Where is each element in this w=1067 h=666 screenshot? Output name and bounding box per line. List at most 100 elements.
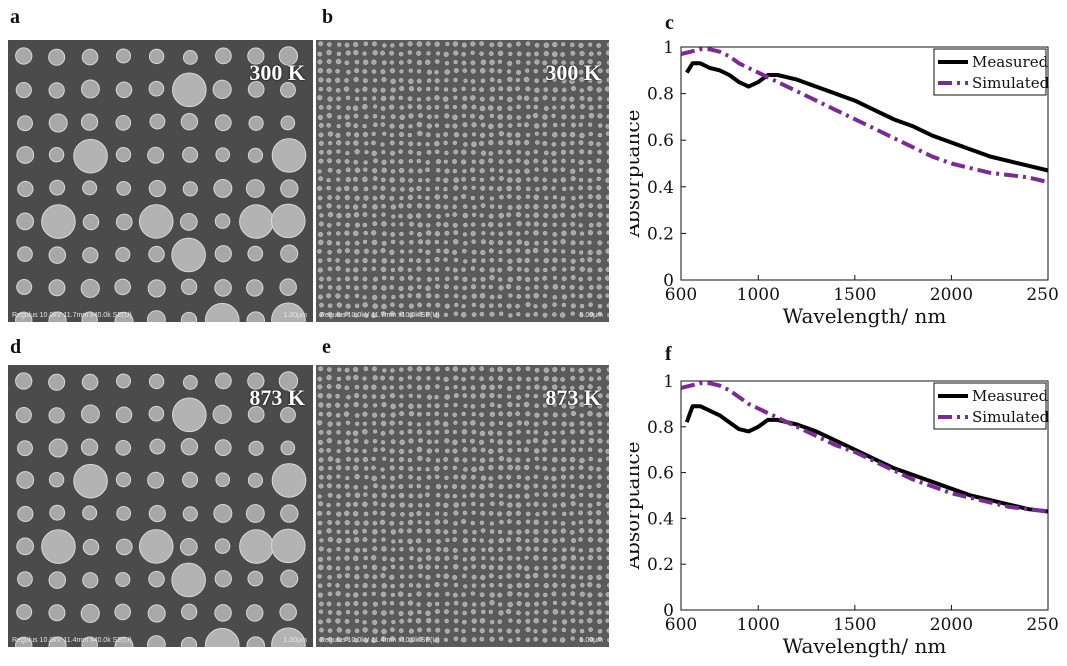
sem-particle [452, 529, 457, 534]
sem-particle [425, 223, 431, 228]
sem-particle [481, 547, 486, 552]
sem-particle [596, 547, 602, 553]
sem-particle [382, 131, 387, 136]
sem-particle [345, 204, 350, 210]
sem-particle [418, 438, 423, 443]
sem-particle [479, 293, 486, 299]
sem-particle [479, 41, 485, 46]
sem-particle [326, 384, 332, 389]
sem-particle [515, 168, 521, 174]
sem-particle [552, 484, 557, 489]
sem-particle [597, 592, 603, 598]
sem-particle [497, 294, 502, 299]
sem-particle [552, 312, 557, 317]
sem-particle [434, 257, 440, 263]
sem-particle [318, 239, 324, 246]
sem-particle [138, 204, 174, 239]
sem-particle [489, 68, 495, 74]
series-line-measured [685, 61, 1049, 173]
sem-particle [489, 303, 494, 308]
sem-particle [470, 113, 475, 119]
sem-particle [551, 113, 556, 118]
sem-particle [381, 475, 386, 480]
sem-particle [534, 240, 539, 246]
sem-particle [471, 141, 477, 148]
sem-particle [426, 293, 432, 299]
y-axis-label: Absorptance [630, 110, 644, 239]
sem-particle [462, 393, 468, 398]
sem-particle [408, 411, 415, 417]
sem-particle [515, 403, 520, 408]
sem-particle [319, 601, 324, 607]
sem-particle [479, 87, 485, 93]
sem-particle [571, 122, 576, 128]
sem-particle [326, 437, 333, 444]
sem-particle [408, 466, 414, 472]
sem-particle [587, 159, 592, 165]
sem-particle [488, 546, 494, 553]
sem-particle [569, 96, 575, 102]
sem-particle [525, 475, 531, 481]
sem-particle [516, 150, 522, 155]
sem-particle [578, 610, 584, 616]
sem-particle [578, 185, 583, 191]
sem-particle [452, 484, 458, 490]
sem-particle [335, 393, 340, 399]
sem-particle [489, 367, 495, 373]
sem-particle [461, 194, 467, 199]
sem-particle [578, 447, 583, 452]
sem-particle [354, 574, 360, 580]
sem-particle [409, 239, 414, 245]
sem-particle [317, 258, 323, 263]
sem-particle [524, 139, 530, 146]
sem-particle [507, 519, 512, 524]
sem-particle [407, 104, 413, 109]
sem-particle [561, 69, 566, 75]
sem-particle [443, 484, 448, 489]
sem-particle [391, 222, 396, 227]
sem-particle [579, 149, 585, 155]
sem-particle [526, 132, 531, 138]
sem-particle [362, 421, 367, 426]
sem-particle [551, 204, 557, 210]
sem-particle [381, 402, 387, 408]
sem-particle [489, 42, 495, 48]
sem-particle [435, 384, 440, 389]
sem-particle [271, 627, 306, 647]
sem-particle [81, 373, 99, 391]
sem-particle [587, 421, 593, 427]
sem-particle [436, 539, 441, 544]
sem-particle [578, 601, 584, 607]
sem-particle [542, 456, 547, 462]
sem-particle [543, 42, 550, 48]
sem-particle [317, 376, 323, 382]
sem-particle [481, 583, 486, 588]
sem-particle [533, 519, 539, 525]
sem-particle [597, 438, 603, 444]
sem-particle [552, 295, 557, 300]
sem-particle [597, 429, 602, 434]
sem-particle [534, 131, 539, 136]
sem-particle [147, 279, 166, 298]
sem-particle [471, 149, 476, 155]
sem-particle [497, 50, 504, 57]
sem-particle [344, 294, 350, 299]
sem-particle [380, 69, 386, 75]
sem-particle [390, 43, 395, 48]
sem-particle [434, 140, 440, 147]
sem-particle [461, 376, 466, 382]
sem-particle [354, 618, 360, 624]
sem-particle [580, 257, 585, 263]
sem-particle [489, 402, 495, 408]
sem-particle [570, 618, 576, 623]
sem-particle [363, 230, 368, 236]
sem-particle [372, 510, 378, 516]
sem-particle [543, 213, 549, 219]
sem-particle [399, 465, 404, 471]
sem-particle [499, 194, 504, 200]
sem-particle [390, 186, 396, 192]
sem-particle [498, 159, 504, 165]
sem-particle [425, 249, 431, 255]
sem-particle [417, 627, 423, 633]
sem-particle [381, 556, 387, 562]
